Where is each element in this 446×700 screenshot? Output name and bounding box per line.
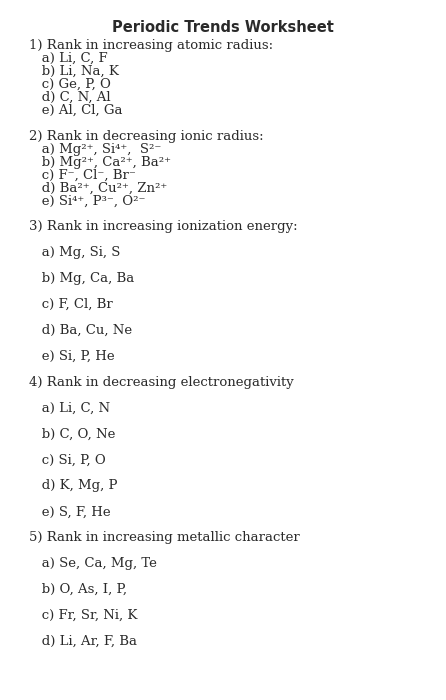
Text: d) C, N, Al: d) C, N, Al	[29, 91, 111, 104]
Text: a) Se, Ca, Mg, Te: a) Se, Ca, Mg, Te	[29, 557, 157, 570]
Text: e) Al, Cl, Ga: e) Al, Cl, Ga	[29, 104, 123, 117]
Text: d) K, Mg, P: d) K, Mg, P	[29, 480, 117, 493]
Text: a) Li, C, N: a) Li, C, N	[29, 402, 110, 415]
Text: d) Li, Ar, F, Ba: d) Li, Ar, F, Ba	[29, 635, 137, 648]
Text: 3) Rank in increasing ionization energy:: 3) Rank in increasing ionization energy:	[29, 220, 297, 234]
Text: c) Ge, P, O: c) Ge, P, O	[29, 78, 111, 91]
Text: b) O, As, I, P,: b) O, As, I, P,	[29, 583, 127, 596]
Text: c) Si, P, O: c) Si, P, O	[29, 454, 106, 467]
Text: 1) Rank in increasing atomic radius:: 1) Rank in increasing atomic radius:	[29, 39, 273, 52]
Text: a) Li, C, F: a) Li, C, F	[29, 52, 107, 65]
Text: e) S, F, He: e) S, F, He	[29, 505, 111, 519]
Text: b) C, O, Ne: b) C, O, Ne	[29, 428, 116, 441]
Text: 4) Rank in decreasing electronegativity: 4) Rank in decreasing electronegativity	[29, 376, 294, 389]
Text: d) Ba²⁺, Cu²⁺, Zn²⁺: d) Ba²⁺, Cu²⁺, Zn²⁺	[29, 181, 167, 195]
Text: 2) Rank in decreasing ionic radius:: 2) Rank in decreasing ionic radius:	[29, 130, 264, 143]
Text: c) F, Cl, Br: c) F, Cl, Br	[29, 298, 113, 312]
Text: a) Mg, Si, S: a) Mg, Si, S	[29, 246, 120, 260]
Text: a) Mg²⁺, Si⁴⁺,  S²⁻: a) Mg²⁺, Si⁴⁺, S²⁻	[29, 143, 161, 156]
Text: e) Si, P, He: e) Si, P, He	[29, 350, 115, 363]
Text: 5) Rank in increasing metallic character: 5) Rank in increasing metallic character	[29, 531, 300, 545]
Text: c) Fr, Sr, Ni, K: c) Fr, Sr, Ni, K	[29, 609, 137, 622]
Text: b) Mg, Ca, Ba: b) Mg, Ca, Ba	[29, 272, 134, 286]
Text: b) Li, Na, K: b) Li, Na, K	[29, 65, 119, 78]
Text: e) Si⁴⁺, P³⁻, O²⁻: e) Si⁴⁺, P³⁻, O²⁻	[29, 195, 145, 208]
Text: Periodic Trends Worksheet: Periodic Trends Worksheet	[112, 20, 334, 34]
Text: c) F⁻, Cl⁻, Br⁻: c) F⁻, Cl⁻, Br⁻	[29, 169, 136, 182]
Text: b) Mg²⁺, Ca²⁺, Ba²⁺: b) Mg²⁺, Ca²⁺, Ba²⁺	[29, 155, 171, 169]
Text: d) Ba, Cu, Ne: d) Ba, Cu, Ne	[29, 324, 132, 337]
